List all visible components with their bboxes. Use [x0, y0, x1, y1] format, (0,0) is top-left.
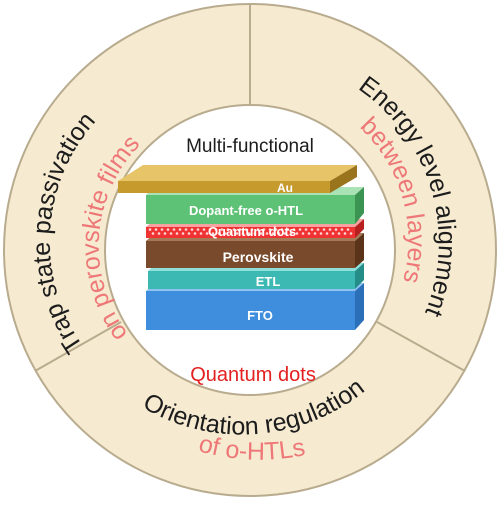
quantum-dot: [301, 232, 305, 235]
quantum-dot: [193, 232, 197, 235]
quantum-dot: [259, 232, 263, 235]
quantum-dot: [199, 232, 203, 235]
quantum-dot: [217, 232, 221, 235]
quantum-dot: [205, 232, 209, 235]
quantum-dot: [241, 232, 245, 235]
quantum-dot: [154, 228, 158, 231]
quantum-dot: [289, 232, 293, 235]
layer-label-au: Au: [277, 181, 293, 195]
quantum-dot: [328, 228, 332, 231]
quantum-dot: [274, 228, 278, 231]
quantum-dot: [292, 228, 296, 231]
quantum-dot: [172, 228, 176, 231]
quantum-dot: [196, 228, 200, 231]
quantum-dot: [160, 228, 164, 231]
quantum-dot: [337, 232, 341, 235]
layer-au: Au: [118, 165, 357, 195]
ring-divider-left: [34, 321, 122, 372]
quantum-dot: [286, 228, 290, 231]
quantum-dot: [283, 232, 287, 235]
quantum-dot: [331, 232, 335, 235]
quantum-dot: [295, 232, 299, 235]
quantum-dot: [148, 228, 152, 231]
quantum-dot: [169, 232, 173, 235]
quantum-dot: [256, 228, 260, 231]
center-heading: Multi-functional: [186, 136, 314, 157]
quantum-dot: [277, 232, 281, 235]
quantum-dot: [178, 228, 182, 231]
quantum-dot: [175, 232, 179, 235]
quantum-dot: [346, 228, 350, 231]
layer-label-quantum-dots: Quantum dots: [208, 224, 296, 239]
quantum-dot: [163, 232, 167, 235]
quantum-dot: [304, 228, 308, 231]
layer-label-htl: Dopant-free o-HTL: [189, 203, 303, 218]
quantum-dot: [190, 228, 194, 231]
quantum-dot: [349, 232, 353, 235]
layer-fto: FTO: [146, 283, 364, 330]
quantum-dot: [334, 228, 338, 231]
quantum-dot: [220, 228, 224, 231]
quantum-dot: [325, 232, 329, 235]
quantum-dot: [247, 232, 251, 235]
layer-label-etl: ETL: [256, 274, 281, 289]
quantum-dot: [232, 228, 236, 231]
quantum-dot: [235, 232, 239, 235]
quantum-dot: [313, 232, 317, 235]
quantum-dot: [316, 228, 320, 231]
quantum-dot: [229, 232, 233, 235]
quantum-dot: [223, 232, 227, 235]
quantum-dot: [157, 232, 161, 235]
ring-divider-right: [376, 321, 466, 372]
quantum-dot: [280, 228, 284, 231]
quantum-dot: [262, 228, 266, 231]
quantum-dot: [244, 228, 248, 231]
center-footer-quantum-dots: Quantum dots: [190, 364, 316, 386]
quantum-dot: [250, 228, 254, 231]
quantum-dot: [151, 232, 155, 235]
layer-perovskite: Perovskite: [146, 233, 364, 268]
quantum-dot: [310, 228, 314, 231]
quantum-dot: [187, 232, 191, 235]
quantum-dot: [265, 232, 269, 235]
quantum-dot: [211, 232, 215, 235]
quantum-dot: [322, 228, 326, 231]
quantum-dot: [238, 228, 242, 231]
quantum-dot: [208, 228, 212, 231]
quantum-dot: [202, 228, 206, 231]
layer-label-fto: FTO: [247, 308, 273, 323]
quantum-dot: [307, 232, 311, 235]
quantum-dot: [319, 232, 323, 235]
quantum-dot: [166, 228, 170, 231]
quantum-dot: [271, 232, 275, 235]
device-stack: FTO ETL Perovskite Quantum dots: [118, 165, 364, 330]
quantum-dot: [214, 228, 218, 231]
layer-label-perovskite: Perovskite: [223, 249, 294, 265]
quantum-dot-pattern: [148, 228, 353, 235]
quantum-dot: [343, 232, 347, 235]
quantum-dot: [298, 228, 302, 231]
quantum-dot: [226, 228, 230, 231]
quantum-dot: [181, 232, 185, 235]
quantum-dot: [268, 228, 272, 231]
quantum-dot: [253, 232, 257, 235]
quantum-dot: [184, 228, 188, 231]
quantum-dot: [340, 228, 344, 231]
